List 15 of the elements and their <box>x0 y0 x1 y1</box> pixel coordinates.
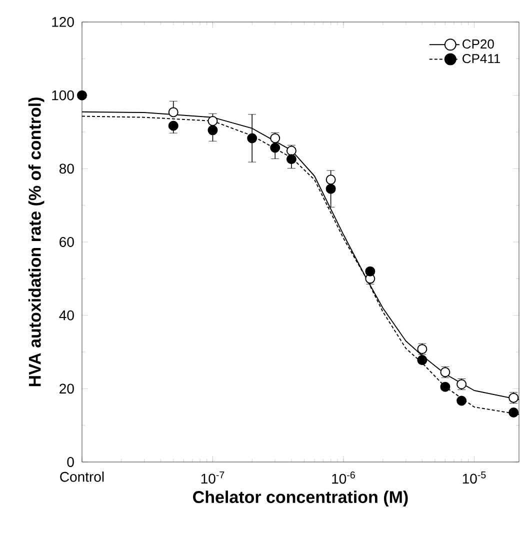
x-tick-label: 10$^{-5}$ <box>462 472 486 484</box>
legend-label: CP20 <box>462 39 494 49</box>
x-tick-label: Control <box>60 472 104 482</box>
y-tick-label: 80 <box>59 164 74 174</box>
y-tick-label: 40 <box>59 310 74 320</box>
y-axis-title: HVA autoxidation rate (% of control) <box>28 98 44 386</box>
legend-label: CP411 <box>462 54 500 64</box>
y-tick-label: 0 <box>67 457 74 467</box>
y-tick-label: 100 <box>52 90 74 100</box>
x-tick-label: 10$^{-6}$ <box>332 472 355 484</box>
x-axis-title: Chelator concentration (M) <box>193 490 408 506</box>
x-tick-label: 10$^{-7}$ <box>201 472 224 484</box>
y-tick-label: 20 <box>60 384 74 394</box>
y-tick-label: 60 <box>60 237 74 247</box>
y-tick-label: 120 <box>52 17 74 27</box>
